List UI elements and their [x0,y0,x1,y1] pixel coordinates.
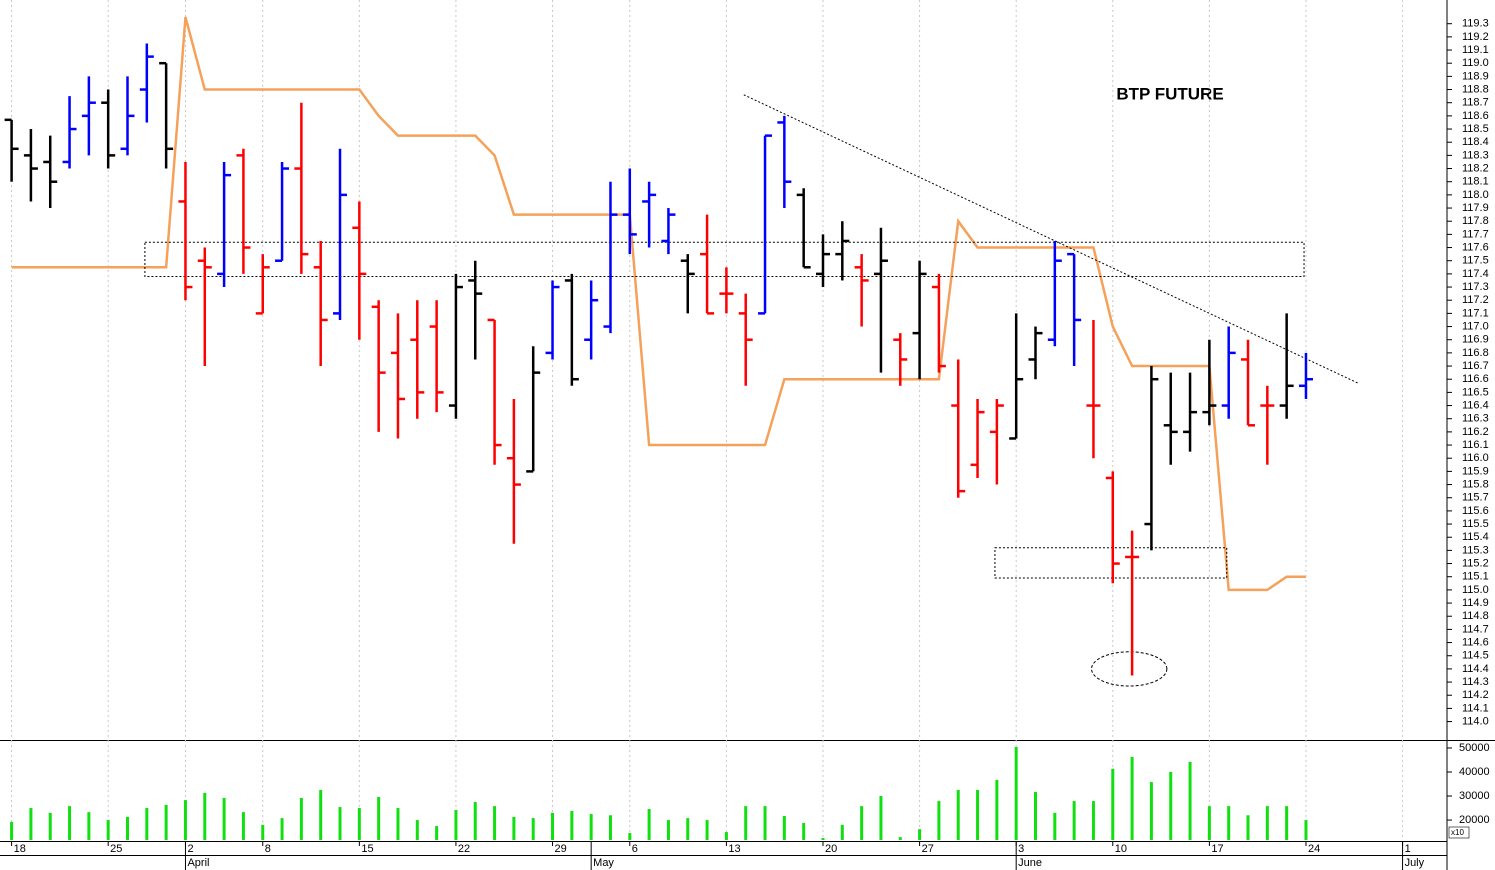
x-tick-label: 22 [458,843,470,855]
y-tick-label: 114.0 [1462,715,1489,727]
x-tick-label: 24 [1308,843,1320,855]
volume-multiplier: x10 [1451,828,1464,837]
x-tick-label: 18 [14,843,26,855]
y-tick-label: 117.7 [1462,228,1489,240]
y-tick-label: 114.6 [1462,636,1489,648]
y-tick-label: 116.7 [1462,360,1489,372]
y-tick-label: 117.1 [1462,307,1489,319]
month-label: May [593,857,614,869]
y-tick-label: 114.8 [1462,610,1489,622]
y-tick-label: 114.1 [1462,702,1489,714]
overlay-line [11,16,1306,592]
volume-tick-label: 20000 [1459,814,1490,826]
y-tick-label: 116.4 [1462,399,1489,411]
y-tick-label: 115.8 [1462,478,1489,490]
y-tick-label: 115.3 [1462,544,1489,556]
x-tick-label: 6 [632,843,638,855]
y-tick-label: 116.8 [1462,347,1489,359]
y-tick-label: 114.3 [1462,676,1489,688]
y-tick-label: 115.0 [1462,584,1489,596]
month-label: July [1405,857,1425,869]
y-tick-label: 116.5 [1462,386,1489,398]
y-tick-label: 117.4 [1462,268,1489,280]
y-tick-label: 116.0 [1462,452,1489,464]
y-tick-label: 115.4 [1462,531,1489,543]
y-tick-label: 118.7 [1462,97,1489,109]
y-tick-label: 114.2 [1462,689,1489,701]
y-tick-label: 115.2 [1462,557,1489,569]
x-tick-label: 20 [825,843,837,855]
y-tick-label: 114.5 [1462,650,1489,662]
y-tick-label: 115.7 [1462,492,1489,504]
y-tick-label: 117.3 [1462,281,1489,293]
y-tick-label: 118.9 [1462,70,1489,82]
y-tick-label: 114.7 [1462,623,1489,635]
y-tick-label: 116.6 [1462,373,1489,385]
x-tick-label: 29 [555,843,567,855]
volume-tick-label: 30000 [1459,790,1490,802]
y-tick-label: 114.4 [1462,663,1489,675]
multiplier-box [1448,826,1470,839]
range-box [994,547,1228,579]
y-tick-label: 114.9 [1462,597,1489,609]
y-tick-label: 118.0 [1462,189,1489,201]
y-tick-label: 118.3 [1462,149,1489,161]
x-tick-label: 27 [922,843,934,855]
x-tick-label: 13 [728,843,740,855]
range-box [144,241,1305,278]
month-label: April [187,857,209,869]
y-tick-label: 115.9 [1462,465,1489,477]
y-tick-label: 115.6 [1462,505,1489,517]
y-tick-label: 116.2 [1462,426,1489,438]
y-tick-label: 119.3 [1462,18,1489,30]
y-tick-label: 119.1 [1462,44,1489,56]
y-tick-label: 119.2 [1462,31,1489,43]
y-tick-label: 115.5 [1462,518,1489,530]
y-tick-label: 118.2 [1462,162,1489,174]
y-tick-label: 117.6 [1462,241,1489,253]
x-tick-label: 25 [110,843,122,855]
y-tick-label: 118.4 [1462,136,1489,148]
y-tick-label: 117.0 [1462,320,1489,332]
y-tick-label: 117.9 [1462,202,1489,214]
y-tick-label: 118.8 [1462,83,1489,95]
y-tick-label: 117.5 [1462,255,1489,267]
y-tick-label: 118.6 [1462,110,1489,122]
chart-title: BTP FUTURE [1116,84,1223,103]
y-tick-label: 117.2 [1462,294,1489,306]
y-tick-label: 117.8 [1462,215,1489,227]
volume-tick-label: 50000 [1459,742,1490,754]
x-tick-label: 2 [187,843,193,855]
y-tick-label: 118.5 [1462,123,1489,135]
y-tick-label: 119.0 [1462,57,1489,69]
volume-tick-label: 40000 [1459,766,1490,778]
month-label: June [1018,857,1042,869]
y-tick-label: 116.9 [1462,334,1489,346]
y-tick-label: 116.1 [1462,439,1489,451]
x-tick-label: 10 [1115,843,1127,855]
x-tick-label: 1 [1405,843,1411,855]
trendline [743,94,1359,384]
highlight-ellipse [1091,651,1168,687]
x-tick-label: 3 [1018,843,1024,855]
x-tick-label: 8 [265,843,271,855]
x-tick-label: 17 [1211,843,1223,855]
y-tick-label: 115.1 [1462,571,1489,583]
y-tick-label: 118.1 [1462,176,1489,188]
x-tick-label: 15 [361,843,373,855]
y-tick-label: 116.3 [1462,413,1489,425]
